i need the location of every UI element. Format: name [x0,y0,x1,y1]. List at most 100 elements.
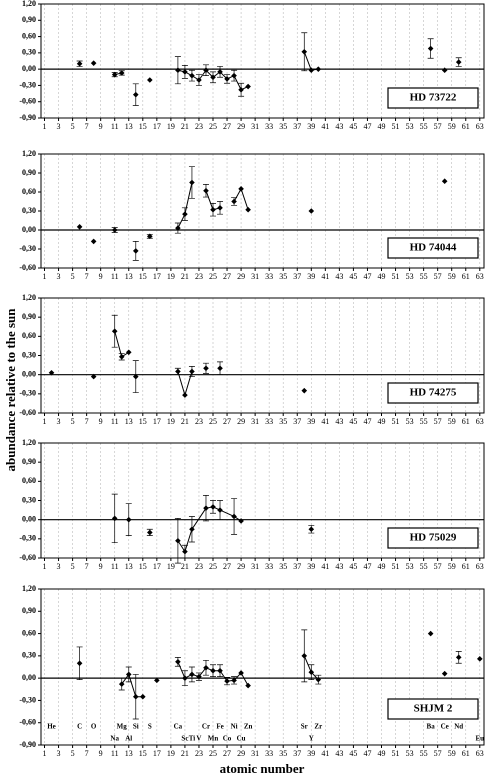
x-tick-label: 17 [153,122,161,131]
x-tick-label: 11 [111,417,119,426]
x-tick-label: 31 [251,562,259,571]
y-tick-label: 0,30 [22,495,36,504]
data-point [203,67,209,74]
x-tick-label: 43 [335,562,343,571]
y-tick-label: -0,30 [19,534,36,543]
data-point [203,505,209,511]
element-label: V [196,735,201,743]
data-point [147,233,153,240]
x-tick-label: 43 [335,417,343,426]
y-tick-label: 0,60 [22,187,36,196]
y-tick-label: 0,30 [22,350,36,359]
y-tick-label: 0,30 [22,48,36,57]
element-label: Cu [237,735,246,743]
x-tick-label: 63 [476,749,484,758]
y-tick-label: -0,30 [19,244,36,253]
element-label: Sr [301,723,308,731]
x-tick-label: 7 [85,562,89,571]
x-tick-label: 21 [181,272,189,281]
x-tick-label: 43 [335,122,343,131]
x-tick-label: 25 [209,417,217,426]
element-label: Sc [181,735,188,743]
data-point [139,693,146,700]
x-tick-label: 35 [279,272,287,281]
data-point [125,671,132,678]
series-line [177,182,193,229]
y-tick-label: 1,20 [22,0,36,8]
data-point [118,70,125,76]
panel-label: SHJM 2 [414,703,453,715]
x-tick-label: 57 [434,122,442,131]
x-tick-label: 33 [265,417,273,426]
element-label: Ba [427,723,436,731]
x-tick-label: 9 [99,122,103,131]
x-tick-label: 21 [181,749,189,758]
x-tick-label: 13 [125,417,133,426]
data-point [441,178,448,185]
data-point [217,69,223,75]
x-tick-label: 15 [139,272,147,281]
element-label: Na [110,735,119,743]
data-point [118,681,125,687]
x-tick-label: 27 [223,272,231,281]
x-tick-label: 45 [349,749,357,758]
data-point [189,72,195,79]
data-point [231,513,237,520]
data-point [301,653,308,659]
x-tick-label: 59 [448,749,456,758]
data-point [196,77,202,83]
element-label: Zn [244,723,253,731]
x-tick-label: 31 [251,272,259,281]
x-tick-label: 19 [167,562,175,571]
data-point [231,72,237,79]
element-label: Zr [314,723,322,731]
x-tick-label: 53 [406,562,414,571]
x-tick-label: 3 [57,562,61,571]
data-point [147,529,153,536]
x-tick-label: 29 [237,417,245,426]
x-tick-label: 25 [209,272,217,281]
data-point [210,667,216,674]
data-point [238,186,244,192]
x-tick-label: 59 [448,562,456,571]
x-tick-label: 51 [392,272,400,281]
y-tick-label: -0,60 [19,718,36,727]
data-point [217,365,223,372]
x-tick-label: 57 [434,417,442,426]
y-tick-label: 1,20 [22,584,36,593]
x-tick-label: 27 [223,122,231,131]
x-tick-label: 1 [43,562,47,571]
x-tick-label: 31 [251,417,259,426]
x-tick-label: 37 [293,417,301,426]
data-point [189,368,195,375]
x-tick-label: 25 [209,749,217,758]
x-tick-label: 49 [377,272,385,281]
data-point [76,60,83,67]
x-tick-label: 37 [293,272,301,281]
label-box [387,87,479,109]
x-tick-label: 19 [167,272,175,281]
data-point [111,71,118,78]
x-tick-label: 49 [377,562,385,571]
panel-label: HD 75029 [410,532,457,544]
data-point [132,248,139,254]
element-label: Ti [189,735,196,743]
series-line [121,673,143,698]
x-tick-label: 55 [420,562,428,571]
data-point [182,548,188,555]
x-tick-label: 41 [321,562,329,571]
data-point [189,671,195,678]
x-tick-label: 51 [392,122,400,131]
data-point [238,670,244,676]
x-tick-label: 41 [321,749,329,758]
y-tick-label: -0,60 [19,263,36,272]
data-point [427,630,434,637]
data-point [189,179,195,186]
x-tick-label: 33 [265,562,273,571]
x-tick-label: 53 [406,749,414,758]
x-tick-label: 41 [321,272,329,281]
x-tick-label: 33 [265,749,273,758]
x-tick-label: 51 [392,749,400,758]
